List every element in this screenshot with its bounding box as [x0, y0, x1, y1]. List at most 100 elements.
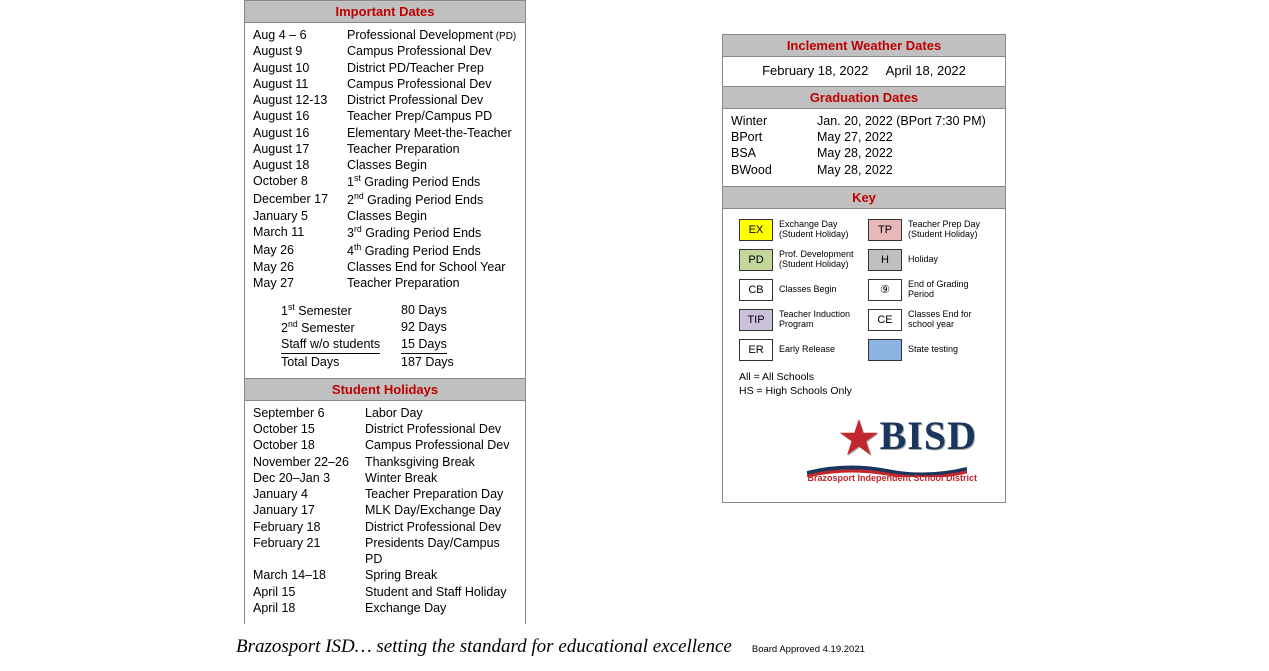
- event-cell: District Professional Dev: [365, 421, 517, 437]
- event-cell: Classes Begin: [347, 208, 517, 224]
- semester-days: 15 Days: [401, 336, 517, 353]
- key-label: Classes End for school year: [908, 310, 989, 330]
- event-cell: Professional Development (PD): [347, 27, 517, 43]
- event-cell: 2nd Grading Period Ends: [347, 191, 517, 208]
- key-item: State testing: [868, 339, 989, 361]
- key-label: Prof. Development (Student Holiday): [779, 250, 860, 270]
- key-item: CBClasses Begin: [739, 279, 860, 301]
- key-swatch: [868, 339, 902, 361]
- key-note: All = All Schools: [739, 371, 989, 385]
- important-dates-body: Aug 4 – 6Professional Development (PD)Au…: [245, 23, 525, 378]
- date-cell: October 18: [253, 437, 365, 453]
- important-date-row: May 264th Grading Period Ends: [253, 242, 517, 259]
- event-cell: Elementary Meet-the-Teacher: [347, 125, 517, 141]
- bisd-logo-subtitle: Brazosport Independent School District: [807, 473, 977, 485]
- date-cell: February 21: [253, 535, 365, 568]
- date-cell: February 18: [253, 519, 365, 535]
- footer: Brazosport ISD… setting the standard for…: [236, 636, 1036, 658]
- important-date-row: December 172nd Grading Period Ends: [253, 191, 517, 208]
- logo-area: ★BISD Brazosport Independent School Dist…: [739, 398, 989, 495]
- grad-date: May 27, 2022: [817, 129, 997, 145]
- date-cell: August 10: [253, 60, 347, 76]
- weather-date-1: February 18, 2022: [762, 63, 868, 78]
- important-date-row: August 12-13District Professional Dev: [253, 92, 517, 108]
- grad-date: May 28, 2022: [817, 145, 997, 161]
- event-cell: Presidents Day/Campus PD: [365, 535, 517, 568]
- key-item: EX Exchange Day (Student Holiday): [739, 219, 860, 241]
- event-cell: Campus Professional Dev: [365, 437, 517, 453]
- key-swatch: CB: [739, 279, 773, 301]
- important-date-row: August 10District PD/Teacher Prep: [253, 60, 517, 76]
- date-cell: April 15: [253, 584, 365, 600]
- event-cell: Exchange Day: [365, 600, 517, 616]
- key-label: Exchange Day (Student Holiday): [779, 220, 860, 240]
- semester-row: 1st Semester80 Days: [281, 302, 517, 319]
- event-cell: Teacher Preparation Day: [365, 486, 517, 502]
- key-swatch: H: [868, 249, 902, 271]
- grad-date: Jan. 20, 2022 (BPort 7:30 PM): [817, 113, 997, 129]
- semester-row: Total Days187 Days: [281, 354, 517, 370]
- holiday-row: April 15Student and Staff Holiday: [253, 584, 517, 600]
- event-cell: District Professional Dev: [365, 519, 517, 535]
- important-date-row: August 17Teacher Preparation: [253, 141, 517, 157]
- date-cell: April 18: [253, 600, 365, 616]
- weather-body: February 18, 2022 April 18, 2022: [723, 57, 1005, 86]
- important-date-row: Aug 4 – 6Professional Development (PD): [253, 27, 517, 43]
- grad-label: BSA: [731, 145, 817, 161]
- key-item: ⑨End of Grading Period: [868, 279, 989, 301]
- right-panel: Inclement Weather Dates February 18, 202…: [722, 34, 1006, 503]
- left-panel: Important Dates Aug 4 – 6Professional De…: [244, 0, 526, 624]
- event-cell: Teacher Preparation: [347, 275, 517, 291]
- key-label: Teacher Induction Program: [779, 310, 860, 330]
- date-cell: May 27: [253, 275, 347, 291]
- grad-label: BWood: [731, 162, 817, 178]
- important-date-row: March 113rd Grading Period Ends: [253, 224, 517, 241]
- graduation-row: BSAMay 28, 2022: [731, 145, 997, 161]
- event-cell: 3rd Grading Period Ends: [347, 224, 517, 241]
- grad-label: Winter: [731, 113, 817, 129]
- date-cell: May 26: [253, 242, 347, 259]
- weather-date-2: April 18, 2022: [886, 63, 966, 78]
- important-date-row: August 18Classes Begin: [253, 157, 517, 173]
- key-item: PD Prof. Development (Student Holiday): [739, 249, 860, 271]
- important-date-row: January 5Classes Begin: [253, 208, 517, 224]
- semester-days: 187 Days: [401, 354, 517, 370]
- board-approved: Board Approved 4.19.2021: [752, 644, 865, 655]
- semester-label: 2nd Semester: [281, 319, 401, 336]
- student-holidays-header: Student Holidays: [245, 378, 525, 401]
- student-holidays-body: September 6Labor DayOctober 15District P…: [245, 401, 525, 624]
- key-swatch: EX: [739, 219, 773, 241]
- key-item: CE Classes End for school year: [868, 309, 989, 331]
- date-cell: August 9: [253, 43, 347, 59]
- event-cell: Spring Break: [365, 567, 517, 583]
- key-swatch: PD: [739, 249, 773, 271]
- key-label: State testing: [908, 345, 989, 355]
- important-date-row: October 81st Grading Period Ends: [253, 173, 517, 190]
- suffix: (PD): [493, 31, 516, 42]
- holiday-row: Dec 20–Jan 3Winter Break: [253, 470, 517, 486]
- date-cell: August 11: [253, 76, 347, 92]
- important-date-row: August 11Campus Professional Dev: [253, 76, 517, 92]
- event-cell: Teacher Preparation: [347, 141, 517, 157]
- holiday-row: November 22–26Thanksgiving Break: [253, 454, 517, 470]
- key-item: HHoliday: [868, 249, 989, 271]
- graduation-body: WinterJan. 20, 2022 (BPort 7:30 PM)BPort…: [723, 109, 1005, 186]
- grad-date: May 28, 2022: [817, 162, 997, 178]
- key-swatch: TP: [868, 219, 902, 241]
- important-date-row: August 9Campus Professional Dev: [253, 43, 517, 59]
- semester-days: 92 Days: [401, 319, 517, 336]
- date-cell: October 15: [253, 421, 365, 437]
- graduation-row: BWoodMay 28, 2022: [731, 162, 997, 178]
- holiday-row: October 18Campus Professional Dev: [253, 437, 517, 453]
- semester-label: Staff w/o students: [281, 336, 401, 353]
- date-cell: November 22–26: [253, 454, 365, 470]
- tagline: Brazosport ISD… setting the standard for…: [236, 636, 732, 658]
- important-date-row: May 27Teacher Preparation: [253, 275, 517, 291]
- key-swatch: CE: [868, 309, 902, 331]
- important-dates-header: Important Dates: [245, 1, 525, 23]
- graduation-row: WinterJan. 20, 2022 (BPort 7:30 PM): [731, 113, 997, 129]
- date-cell: Dec 20–Jan 3: [253, 470, 365, 486]
- key-item: TPTeacher Prep Day (Student Holiday): [868, 219, 989, 241]
- semester-label: 1st Semester: [281, 302, 401, 319]
- event-cell: Student and Staff Holiday: [365, 584, 517, 600]
